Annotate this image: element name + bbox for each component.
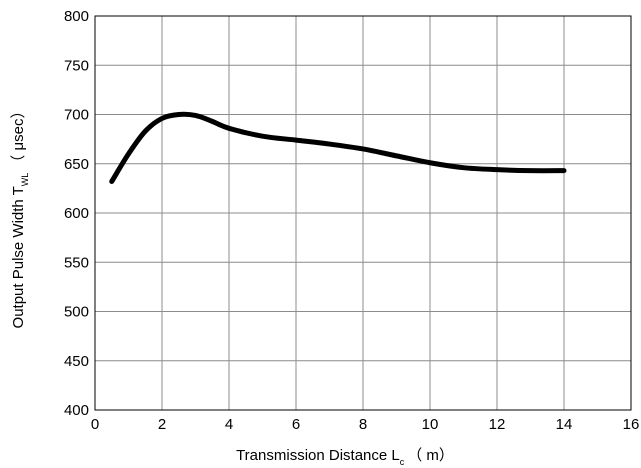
x-tick-label: 10 xyxy=(422,416,439,433)
y-tick-label: 600 xyxy=(64,205,89,222)
y-axis-ticks: 400 450 500 550 600 650 700 750 800 xyxy=(64,8,89,419)
x-tick-label: 16 xyxy=(623,416,640,433)
x-tick-label: 4 xyxy=(225,416,233,433)
plot-frame xyxy=(94,15,632,411)
y-tick-label: 750 xyxy=(64,57,89,74)
x-tick-label: 6 xyxy=(292,416,300,433)
grid-lines xyxy=(95,16,631,410)
x-tick-label: 12 xyxy=(489,416,506,433)
x-axis-label: Transmission Distance Lc （ m） xyxy=(236,447,454,467)
x-tick-label: 0 xyxy=(91,416,99,433)
x-axis-label-unit: （ m） xyxy=(407,447,454,464)
y-axis-label: Output Pulse Width TWL （ μsec） xyxy=(10,104,30,329)
y-tick-label: 500 xyxy=(64,304,89,321)
y-axis-label-sub: WL xyxy=(20,173,30,187)
y-axis-label-unit: （ μsec） xyxy=(10,104,27,170)
x-axis-label-main: Transmission Distance L xyxy=(236,447,400,464)
x-tick-label: 8 xyxy=(359,416,367,433)
y-tick-label: 800 xyxy=(64,8,89,25)
x-tick-label: 14 xyxy=(556,416,573,433)
y-tick-label: 550 xyxy=(64,254,89,271)
x-axis-ticks: 0 2 4 6 8 10 12 14 16 xyxy=(91,416,640,433)
x-axis-label-sub: c xyxy=(400,457,405,467)
y-tick-label: 700 xyxy=(64,107,89,124)
series-line xyxy=(109,111,567,184)
y-tick-label: 400 xyxy=(64,402,89,419)
x-tick-label: 2 xyxy=(158,416,166,433)
y-tick-label: 650 xyxy=(64,156,89,173)
y-tick-label: 450 xyxy=(64,353,89,370)
y-axis-label-main: Output Pulse Width T xyxy=(10,186,27,328)
